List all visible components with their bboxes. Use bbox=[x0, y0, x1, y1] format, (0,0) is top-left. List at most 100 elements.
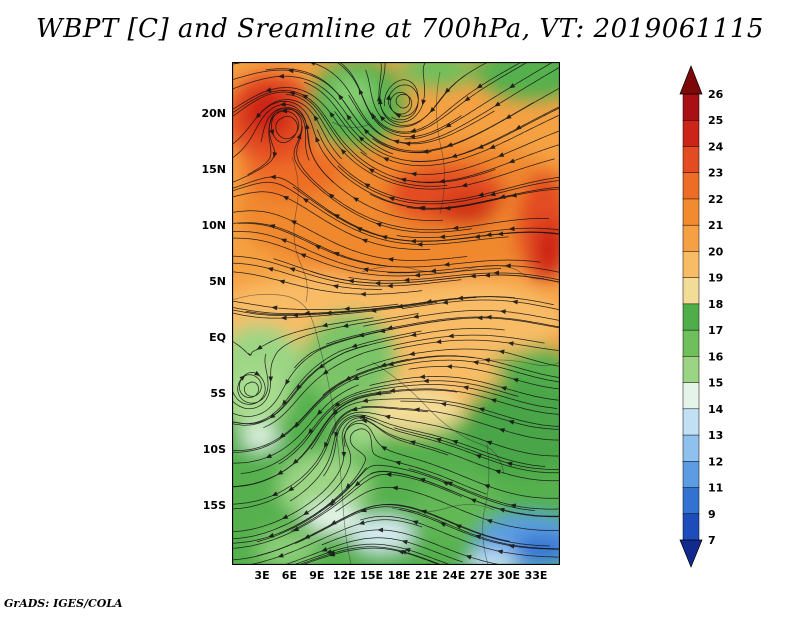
streamline bbox=[369, 376, 560, 401]
streamline-arrowhead bbox=[386, 325, 393, 330]
streamline-arrowhead bbox=[435, 339, 442, 344]
streamline bbox=[232, 313, 419, 410]
streamline bbox=[348, 272, 560, 282]
streamline bbox=[232, 255, 462, 287]
streamline-arrowhead bbox=[272, 151, 278, 159]
colorbar-tick-label: 22 bbox=[708, 193, 723, 206]
streamline-arrowhead bbox=[285, 379, 291, 386]
colorbar-segment bbox=[682, 461, 700, 489]
border-line bbox=[371, 361, 505, 475]
colorbar-segment bbox=[682, 277, 700, 305]
streamline-arrowhead bbox=[364, 183, 371, 189]
streamline-arrowhead bbox=[329, 550, 336, 556]
streamline bbox=[232, 328, 505, 426]
streamline-arrowhead bbox=[425, 298, 432, 304]
streamline bbox=[361, 406, 560, 441]
streamline-arrowhead bbox=[422, 149, 429, 154]
colorbar-tick-label: 16 bbox=[708, 350, 724, 363]
streamline-arrowhead bbox=[293, 421, 300, 428]
streamline bbox=[408, 366, 560, 390]
colorbar-segment bbox=[682, 487, 700, 515]
streamline bbox=[232, 90, 496, 184]
streamline-arrowhead bbox=[281, 108, 288, 114]
colorbar-tick-label: 24 bbox=[708, 141, 724, 154]
streamline-arrowhead bbox=[483, 358, 491, 363]
streamline bbox=[370, 470, 560, 517]
streamline bbox=[232, 384, 359, 464]
streamline bbox=[295, 506, 560, 550]
streamline-arrowhead bbox=[508, 420, 515, 425]
streamline-arrowhead bbox=[380, 362, 387, 368]
streamline bbox=[278, 384, 558, 465]
streamline bbox=[232, 87, 368, 155]
streamline-arrowhead bbox=[359, 414, 366, 420]
streamline-arrowhead bbox=[265, 453, 272, 458]
streamline bbox=[282, 537, 463, 565]
lon-tick-label: 27E bbox=[469, 569, 493, 582]
shading-blob bbox=[412, 475, 502, 539]
colorbar-tick-label: 11 bbox=[708, 482, 723, 495]
streamline-arrowhead bbox=[410, 332, 417, 337]
lon-tick-label: 9E bbox=[309, 569, 325, 582]
colorbar-tick-label: 21 bbox=[708, 219, 723, 232]
streamline-arrowhead bbox=[315, 136, 320, 143]
streamline-arrowhead bbox=[290, 220, 297, 225]
streamline-arrowhead bbox=[346, 114, 352, 121]
streamline bbox=[404, 62, 554, 140]
streamline bbox=[232, 210, 468, 261]
lon-tick-label: 21E bbox=[414, 569, 438, 582]
streamline bbox=[294, 317, 560, 369]
streamline bbox=[402, 299, 560, 311]
colorbar-segment bbox=[682, 434, 700, 462]
streamline-arrowhead bbox=[280, 315, 287, 321]
streamline bbox=[247, 108, 310, 175]
streamline bbox=[335, 62, 462, 138]
streamline-arrowhead bbox=[351, 343, 358, 348]
streamline-arrowhead bbox=[408, 351, 416, 356]
streamline bbox=[232, 104, 444, 221]
border-line bbox=[436, 71, 445, 215]
streamline bbox=[372, 87, 560, 153]
lat-tick-label: 10N bbox=[201, 219, 226, 232]
streamline-arrowhead bbox=[300, 253, 307, 259]
streamline bbox=[232, 99, 342, 160]
streamline-arrowhead bbox=[289, 91, 296, 96]
streamline-arrowhead bbox=[416, 242, 423, 247]
shading-blob bbox=[467, 550, 517, 565]
credit-text: GrADS: IGES/COLA bbox=[4, 597, 123, 610]
streamline bbox=[297, 546, 443, 565]
streamline bbox=[360, 130, 560, 175]
colorbar-tick-label: 26 bbox=[708, 88, 724, 101]
streamline bbox=[260, 107, 472, 233]
shading-blob bbox=[302, 312, 398, 408]
streamline bbox=[369, 186, 560, 209]
colorbar-segment bbox=[682, 408, 700, 436]
streamline-arrowhead bbox=[289, 267, 296, 272]
colorbar-tick-label: 9 bbox=[708, 508, 716, 521]
lon-tick-label: 24E bbox=[442, 569, 466, 582]
streamline-arrowhead bbox=[457, 295, 464, 301]
border-line bbox=[331, 121, 371, 128]
shading-blob bbox=[439, 194, 495, 226]
streamline bbox=[232, 262, 382, 290]
streamlines-layer bbox=[232, 62, 560, 565]
streamline-arrowhead bbox=[500, 386, 507, 391]
streamline-arrowhead bbox=[267, 267, 274, 272]
streamline bbox=[337, 165, 560, 205]
streamline-arrowhead bbox=[493, 270, 500, 276]
streamline bbox=[406, 188, 560, 210]
streamline-arrowhead bbox=[296, 384, 302, 391]
shading-blob bbox=[399, 62, 475, 88]
streamline-arrowhead bbox=[478, 407, 485, 412]
colorbar-segment bbox=[682, 382, 700, 410]
streamline bbox=[316, 129, 560, 202]
streamline bbox=[348, 66, 560, 144]
streamline-arrowhead bbox=[314, 245, 321, 250]
shading-blob bbox=[474, 62, 560, 100]
streamline-arrowhead bbox=[301, 94, 309, 100]
streamline-arrowhead bbox=[268, 376, 274, 383]
streamline-arrowhead bbox=[354, 480, 361, 487]
streamline-arrowhead bbox=[483, 484, 491, 489]
lat-tick-label: EQ bbox=[209, 331, 226, 344]
